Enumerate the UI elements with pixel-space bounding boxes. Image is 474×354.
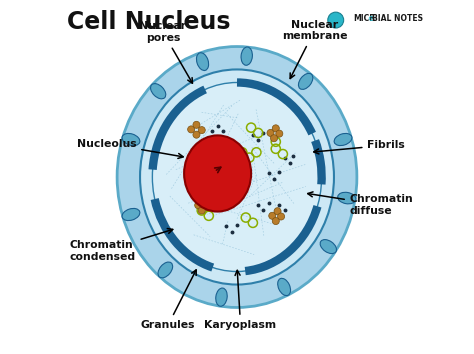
- Ellipse shape: [184, 135, 251, 212]
- Circle shape: [193, 131, 200, 138]
- Ellipse shape: [197, 53, 209, 70]
- Text: Nuclear
membrane: Nuclear membrane: [282, 19, 347, 79]
- Ellipse shape: [151, 84, 166, 99]
- Ellipse shape: [122, 133, 140, 145]
- Circle shape: [272, 125, 279, 132]
- Circle shape: [276, 130, 283, 137]
- Circle shape: [193, 121, 200, 129]
- Circle shape: [198, 207, 205, 214]
- Ellipse shape: [299, 73, 313, 90]
- Text: Karyoplasm: Karyoplasm: [204, 270, 277, 330]
- Ellipse shape: [328, 12, 344, 28]
- Circle shape: [200, 198, 207, 205]
- Text: Granules: Granules: [141, 270, 196, 330]
- Circle shape: [203, 204, 210, 211]
- Ellipse shape: [278, 278, 291, 296]
- Text: MICR: MICR: [353, 14, 375, 23]
- Text: ⊙: ⊙: [367, 14, 374, 23]
- Circle shape: [278, 213, 284, 220]
- Circle shape: [269, 212, 276, 219]
- Circle shape: [195, 202, 202, 209]
- Ellipse shape: [337, 192, 356, 204]
- Circle shape: [271, 135, 278, 142]
- Text: Chromatin
diffuse: Chromatin diffuse: [308, 192, 414, 216]
- Ellipse shape: [152, 82, 322, 272]
- Text: Chromatin
condensed: Chromatin condensed: [70, 229, 173, 262]
- Ellipse shape: [320, 240, 337, 253]
- Circle shape: [272, 218, 279, 224]
- Ellipse shape: [334, 133, 352, 145]
- Ellipse shape: [158, 262, 173, 278]
- Ellipse shape: [117, 46, 357, 308]
- Circle shape: [267, 130, 274, 136]
- Ellipse shape: [241, 47, 252, 65]
- Text: Cell Nucleus: Cell Nucleus: [67, 10, 230, 34]
- Text: Nucleolus: Nucleolus: [77, 138, 183, 159]
- Circle shape: [188, 126, 195, 133]
- Ellipse shape: [216, 288, 227, 306]
- Circle shape: [274, 208, 281, 215]
- Text: Nuclear
pores: Nuclear pores: [139, 21, 192, 83]
- Text: BIAL NOTES: BIAL NOTES: [372, 14, 423, 23]
- Circle shape: [198, 127, 205, 133]
- Ellipse shape: [122, 209, 140, 221]
- Ellipse shape: [140, 69, 334, 285]
- Text: Fibrils: Fibrils: [314, 140, 405, 154]
